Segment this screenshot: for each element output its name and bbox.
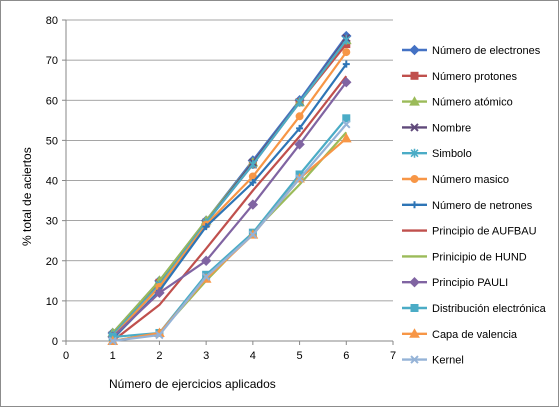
legend-item: Simbolo (402, 148, 472, 160)
legend-label: Número protones (432, 71, 517, 83)
data-point (248, 230, 258, 239)
x-tick-label: 6 (343, 350, 349, 362)
legend-marker (411, 201, 418, 209)
legend-item: Número masico (402, 174, 509, 186)
data-point (342, 60, 350, 68)
data-point (295, 174, 304, 183)
series-line (111, 81, 348, 338)
legend-item: Número atómico (402, 96, 513, 109)
data-point (294, 139, 305, 150)
y-tick-labels: 0 10 20 30 40 50 60 70 80 (46, 15, 58, 348)
legend-label: Número de electrones (432, 45, 541, 57)
legend-label: Número masico (432, 174, 509, 186)
data-point (342, 120, 351, 129)
series-9 (107, 76, 352, 343)
data-point (342, 35, 351, 45)
series-7 (112, 75, 348, 342)
series-line (112, 75, 348, 342)
y-tick-label: 50 (46, 135, 58, 147)
legend-marker (410, 175, 419, 183)
legend-marker (410, 123, 419, 132)
series-11 (107, 132, 352, 345)
series-group (107, 30, 352, 346)
data-point (200, 255, 212, 266)
legend-item: Número de electrones (402, 44, 541, 57)
series-line (112, 137, 348, 343)
legend-label: Kernel (432, 355, 464, 367)
legend-marker (410, 304, 419, 312)
x-tick-label: 2 (156, 350, 162, 362)
y-tick-label: 60 (46, 95, 58, 107)
legend-marker (409, 44, 420, 56)
legend-item: Nombre (402, 122, 471, 134)
legend-label: Simbolo (432, 148, 472, 160)
legend-item: Principio de AUFBAU (402, 226, 537, 238)
x-tick-label: 5 (297, 350, 303, 362)
legend-label: Capa de valencia (432, 329, 518, 341)
x-tick-label: 7 (390, 350, 396, 362)
legend-label: Distribución electrónica (432, 303, 547, 315)
legend-label: Número atómico (432, 97, 513, 109)
legend-label: Principio PAULI (432, 277, 508, 289)
legend-item: Número de netrones (402, 200, 533, 212)
y-tick-label: 10 (46, 296, 58, 308)
data-point (154, 287, 165, 299)
data-point (202, 223, 210, 231)
series-0 (107, 30, 352, 339)
data-point (249, 179, 257, 187)
legend-item: Principio PAULI (402, 276, 508, 289)
series-line (111, 39, 348, 336)
legend-label: Número de netrones (432, 200, 533, 212)
x-axis-title: Número de ejercicios aplicados (109, 377, 276, 391)
y-tick-label: 70 (46, 55, 58, 67)
data-point (295, 112, 304, 121)
y-tick-label: 40 (46, 176, 58, 188)
data-point (341, 76, 352, 88)
y-tick-label: 30 (46, 216, 58, 228)
legend-marker (410, 355, 419, 364)
x-tick-label: 3 (203, 350, 209, 362)
data-point (201, 272, 211, 282)
data-point (295, 97, 304, 107)
series-line (111, 35, 348, 334)
x-tick-label: 0 (63, 350, 69, 362)
data-point (247, 199, 259, 210)
data-point (340, 132, 352, 143)
y-tick-label: 20 (46, 256, 58, 268)
data-point (108, 336, 117, 346)
legend-item: Capa de valencia (402, 328, 518, 341)
data-point (342, 48, 351, 57)
data-point (248, 159, 257, 169)
legend-label: Principio de AUFBAU (432, 226, 537, 238)
legend-item: Número protones (402, 71, 517, 83)
legend-label: Prinicipio de HUND (432, 251, 527, 263)
legend-marker (409, 328, 420, 338)
legend-item: Distribución electrónica (402, 303, 547, 315)
data-point (296, 124, 304, 132)
legend-marker (410, 71, 419, 80)
legend-item: Prinicipio de HUND (402, 251, 527, 263)
legend: Número de electrones Número protones Númer… (402, 44, 547, 367)
x-tick-label: 4 (250, 350, 256, 362)
y-tick-label: 0 (52, 336, 58, 348)
legend-marker (409, 276, 420, 288)
series-line (111, 51, 348, 338)
legend-marker (410, 148, 419, 158)
data-point (342, 114, 351, 123)
x-tick-label: 1 (110, 350, 116, 362)
x-tick-labels: 0 1 2 3 4 5 6 7 (63, 350, 396, 362)
series-12 (108, 120, 351, 346)
series-line (112, 123, 348, 343)
legend-marker (409, 96, 420, 106)
data-point (155, 330, 164, 340)
y-tick-label: 80 (46, 15, 58, 27)
legend-label: Nombre (432, 122, 471, 134)
legend-item: Kernel (402, 355, 464, 367)
y-axis-title: % total de aciertos (20, 147, 34, 246)
gridlines (66, 19, 393, 302)
